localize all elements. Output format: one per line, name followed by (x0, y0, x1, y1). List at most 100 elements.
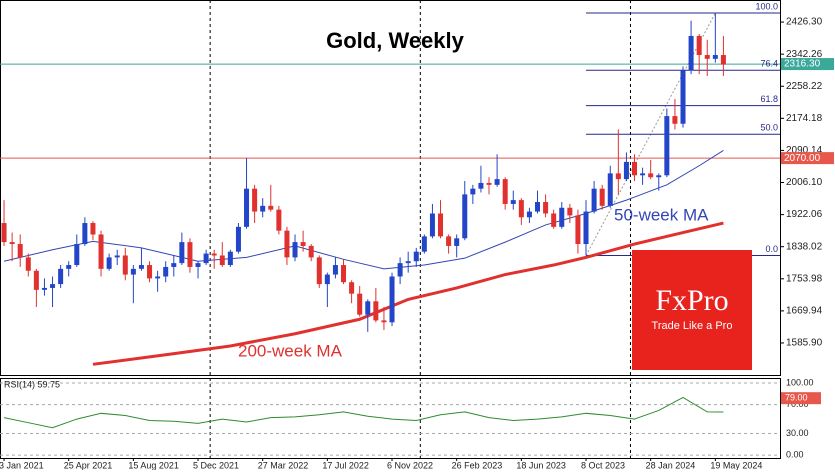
x-tick-label: 25 Apr 2021 (64, 460, 113, 470)
x-tick-label: 19 May 2024 (710, 460, 762, 470)
candle-body (171, 263, 177, 267)
candle-body (316, 257, 322, 285)
candle-body (518, 200, 524, 218)
candle-body (332, 265, 338, 275)
logo-box (632, 250, 752, 370)
candle-body (712, 55, 718, 59)
candle-body (583, 211, 589, 245)
y-tick-label: 2174.18 (786, 113, 823, 124)
marker-box (781, 392, 821, 405)
x-tick-label: 28 Jan 2024 (646, 460, 696, 470)
candle-body (696, 35, 702, 56)
candle-body (720, 55, 726, 65)
line-label: 50-week MA (614, 205, 709, 224)
candle-body (551, 213, 557, 227)
candle-body (17, 244, 23, 258)
x-tick-label: 8 Oct 2023 (581, 460, 625, 470)
candle-body (438, 213, 444, 237)
x-tick-label: 3 Jan 2021 (0, 460, 44, 470)
candle-body (526, 211, 532, 218)
logo: FxPro Trade Like a Pro (632, 250, 752, 370)
candle-body (1, 223, 7, 243)
candle-body (114, 255, 120, 258)
candle-body (252, 188, 258, 212)
y-tick-label: 1922.06 (786, 209, 823, 220)
x-tick-label: 15 Aug 2021 (128, 460, 179, 470)
candle-body (25, 257, 31, 271)
candle-body (211, 253, 217, 256)
candle-body (591, 188, 597, 212)
candle-body (324, 274, 330, 285)
moving-average (3, 150, 724, 270)
candle-body (680, 70, 686, 124)
rsi-frame (0, 378, 781, 459)
candle-body (510, 200, 516, 204)
x-tick-label: 26 Feb 2023 (452, 460, 503, 470)
candle-body (640, 173, 646, 176)
y-tick-label: 100.00 (786, 377, 814, 387)
candle-body (106, 257, 112, 269)
candle-body (559, 207, 565, 227)
candle-body (341, 265, 347, 283)
y-tick-label: 30.00 (786, 428, 809, 438)
fib-label: 76.4 (760, 59, 778, 69)
candle-body (235, 226, 241, 252)
candle-body (405, 261, 411, 264)
candle-body (300, 242, 306, 246)
y-tick-label: 2006.10 (786, 177, 823, 188)
candle-body (535, 202, 541, 212)
candle-body (397, 263, 403, 277)
candle-body (122, 255, 128, 275)
candle-body (543, 202, 549, 214)
candle-body (147, 265, 153, 279)
candle-body (615, 173, 621, 180)
candle-body (656, 175, 662, 178)
candle-body (381, 320, 387, 323)
candle-body (421, 236, 427, 252)
candle-body (163, 266, 169, 277)
candle-body (9, 242, 15, 245)
candle-body (623, 161, 629, 180)
x-tick-label: 6 Nov 2022 (387, 460, 433, 470)
candle-body (599, 188, 605, 206)
x-tick-label: 27 Mar 2022 (258, 460, 309, 470)
candle-body (260, 205, 266, 212)
y-tick-label: 1753.98 (786, 273, 823, 284)
candle-body (567, 207, 573, 216)
candle-body (90, 223, 96, 235)
candle-body (203, 253, 209, 264)
candle-body (446, 236, 452, 246)
candle-body (349, 282, 355, 294)
y-tick-label: 2342.26 (786, 49, 823, 60)
fib-label: 61.8 (760, 94, 778, 104)
candle-body (470, 188, 476, 195)
candle-body (98, 234, 104, 269)
fib-label: 100.0 (755, 1, 778, 11)
x-tick-label: 5 Dec 2021 (193, 460, 239, 470)
candle-body (74, 244, 80, 266)
y-tick-label: 2426.30 (786, 17, 823, 28)
candle-body (195, 263, 201, 267)
candle-body (33, 270, 39, 290)
candle-body (179, 242, 185, 264)
candle-body (50, 284, 56, 288)
candle-body (284, 230, 290, 258)
candle-body (664, 116, 670, 176)
candle-body (357, 293, 363, 315)
level-label-box (781, 152, 834, 165)
candle-body (454, 238, 460, 246)
level-label: 2316.30 (784, 59, 821, 70)
candle-body (308, 245, 314, 258)
candle-body (373, 301, 379, 321)
level-label: 2070.00 (784, 153, 821, 164)
fib-label: 50.0 (760, 123, 778, 133)
candle-body (155, 276, 161, 279)
candle-body (486, 182, 492, 185)
y-tick-label: 0.00 (786, 449, 804, 459)
x-tick-label: 17 Jul 2022 (322, 460, 369, 470)
rsi-line (3, 396, 724, 429)
rsi-title: RSI(14) 59.75 (4, 379, 60, 389)
candle-body (268, 205, 274, 210)
candle-body (227, 251, 233, 266)
